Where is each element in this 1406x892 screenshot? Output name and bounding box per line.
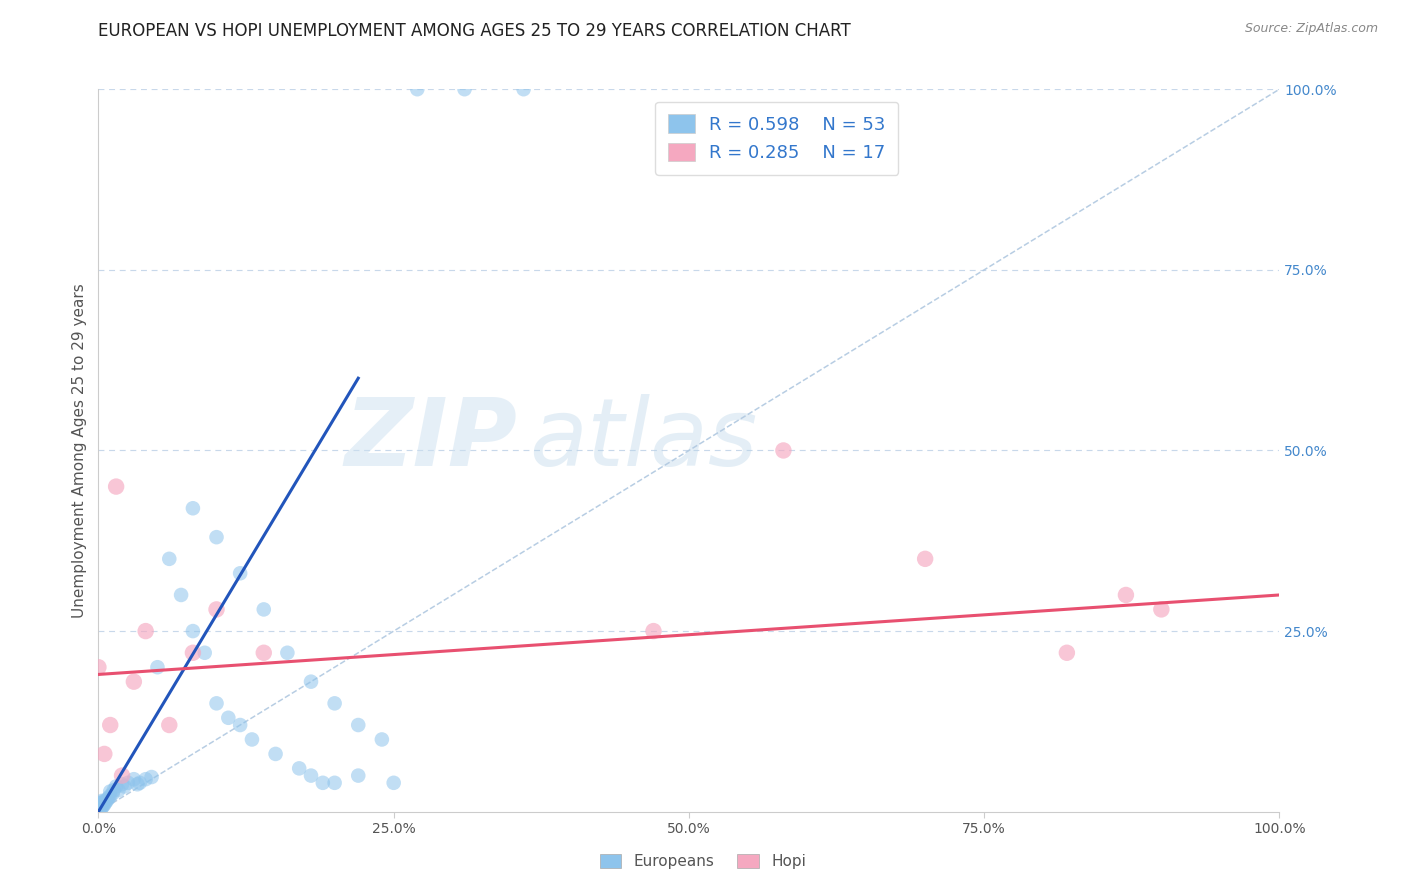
Point (103, 783, 125, 797)
Point (89, 803, 111, 817)
Legend: Europeans, Hopi: Europeans, Hopi (593, 848, 813, 875)
Point (135, 772, 157, 787)
Point (94, 795, 117, 809)
Point (98, 718, 121, 732)
Point (127, 777, 149, 791)
Point (194, 646, 217, 660)
Point (312, 776, 335, 790)
Point (112, 780, 135, 794)
Point (299, 674, 322, 689)
Point (98, 784, 121, 798)
Point (97, 791, 120, 805)
Point (264, 747, 287, 761)
Point (1115, 588, 1137, 602)
Point (157, 718, 180, 732)
Point (276, 646, 298, 660)
Point (170, 588, 193, 602)
Point (117, 776, 139, 790)
Point (87, 660, 110, 674)
Point (181, 501, 204, 516)
Point (128, 776, 150, 790)
Point (157, 551, 180, 566)
Point (382, 776, 405, 790)
Point (347, 718, 370, 732)
Point (87, 799, 110, 814)
Point (90, 796, 112, 810)
Point (288, 761, 311, 775)
Point (323, 776, 346, 790)
Point (87, 805, 110, 819)
Point (91, 799, 114, 814)
Point (205, 602, 228, 616)
Point (90, 799, 112, 814)
Point (91, 797, 114, 812)
Point (643, 624, 665, 639)
Point (101, 787, 124, 801)
Point (181, 646, 204, 660)
Point (91, 795, 114, 809)
Point (107, 783, 129, 797)
Point (914, 551, 936, 566)
Point (89, 799, 111, 814)
Point (772, 443, 794, 458)
Point (98, 789, 121, 803)
Point (111, 777, 134, 791)
Point (91, 800, 114, 814)
Point (347, 769, 370, 783)
Text: atlas: atlas (530, 394, 758, 485)
Point (105, 480, 128, 494)
Point (406, 82, 429, 96)
Text: Source: ZipAtlas.com: Source: ZipAtlas.com (1244, 22, 1378, 36)
Point (453, 82, 475, 96)
Text: EUROPEAN VS HOPI UNEMPLOYMENT AMONG AGES 25 TO 29 YEARS CORRELATION CHART: EUROPEAN VS HOPI UNEMPLOYMENT AMONG AGES… (98, 22, 851, 40)
Point (93, 794, 115, 808)
Point (371, 732, 394, 747)
Point (91, 794, 114, 808)
Point (141, 770, 163, 784)
Point (229, 718, 252, 732)
Point (135, 624, 157, 639)
Point (122, 674, 145, 689)
Point (93, 797, 115, 812)
Point (181, 624, 204, 639)
Point (93, 747, 115, 761)
Point (253, 646, 276, 660)
Point (205, 696, 228, 710)
Point (122, 772, 145, 787)
Y-axis label: Unemployment Among Ages 25 to 29 years: Unemployment Among Ages 25 to 29 years (72, 283, 87, 618)
Point (111, 769, 134, 783)
Point (146, 660, 169, 674)
Text: ZIP: ZIP (344, 393, 517, 485)
Point (323, 696, 346, 710)
Point (205, 530, 228, 544)
Point (98, 790, 121, 805)
Point (512, 82, 534, 96)
Point (90, 802, 112, 816)
Point (96, 794, 118, 808)
Point (1056, 646, 1078, 660)
Point (87, 803, 110, 817)
Point (87, 801, 110, 815)
Point (299, 769, 322, 783)
Point (217, 711, 239, 725)
Point (229, 566, 252, 581)
Point (253, 602, 276, 616)
Point (240, 732, 263, 747)
Legend: R = 0.598    N = 53, R = 0.285    N = 17: R = 0.598 N = 53, R = 0.285 N = 17 (655, 102, 898, 175)
Point (1150, 602, 1173, 616)
Point (105, 780, 128, 794)
